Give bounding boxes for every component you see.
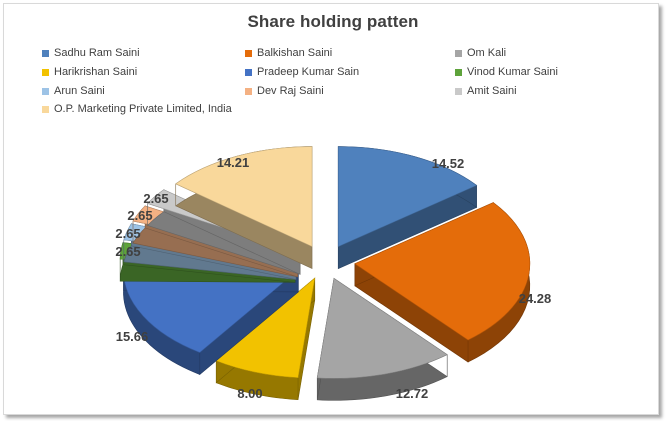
legend-label: Harikrishan Saini: [54, 66, 138, 78]
legend-swatch: [455, 49, 462, 57]
data-label: 12.72: [396, 386, 429, 401]
data-label: 2.65: [115, 226, 140, 241]
legend-swatch: [42, 49, 49, 57]
legend-swatch: [455, 87, 462, 95]
pie-slice: [316, 277, 448, 401]
data-label: 2.65: [127, 208, 152, 223]
data-label: 8.00: [237, 386, 262, 401]
legend-label: Dev Raj Saini: [257, 85, 324, 97]
pie-slice-top: [337, 146, 478, 248]
pie-slice: [123, 268, 300, 376]
data-label: 2.65: [143, 191, 168, 206]
legend-item: Arun Saini: [42, 84, 105, 98]
pie-slice: [337, 146, 478, 270]
data-label: 14.52: [432, 156, 465, 171]
legend-item: Amit Saini: [455, 84, 517, 98]
legend-swatch: [245, 68, 252, 76]
legend-label: Balkishan Saini: [257, 47, 333, 59]
chart-title: Share holding patten: [247, 12, 419, 31]
legend-item: Harikrishan Saini: [42, 65, 137, 79]
pie-slice-top: [354, 202, 531, 341]
legend-item: Balkishan Saini: [245, 46, 332, 60]
legend-swatch: [42, 105, 49, 113]
legend-item: Pradeep Kumar Sain: [245, 65, 359, 79]
legend-item: Om Kali: [455, 46, 506, 60]
pie-slice: [175, 146, 313, 270]
legend-label: Arun Saini: [54, 85, 105, 97]
legend-swatch: [42, 68, 49, 76]
data-label: 2.65: [115, 244, 140, 259]
legend-swatch: [455, 68, 462, 76]
legend-item: Dev Raj Saini: [245, 84, 324, 98]
pie-slice: [215, 277, 316, 400]
data-label: 14.21: [217, 155, 250, 170]
legend-swatch: [245, 49, 252, 57]
pie-slice: [354, 201, 531, 363]
legend-label: Vinod Kumar Saini: [467, 66, 558, 78]
data-label: 24.28: [519, 291, 552, 306]
pie-slice-top: [175, 146, 313, 248]
legend-label: Sadhu Ram Saini: [54, 47, 140, 59]
pie-slice-top: [316, 277, 448, 379]
legend-label: O.P. Marketing Private Limited, India: [54, 103, 232, 115]
legend-swatch: [42, 87, 49, 95]
data-label: 15.66: [116, 329, 149, 344]
legend-label: Om Kali: [467, 47, 507, 59]
legend-label: Amit Saini: [467, 85, 517, 97]
legend-swatch: [245, 87, 252, 95]
legend-item: Vinod Kumar Saini: [455, 65, 558, 79]
legend: Sadhu Ram Saini Balkishan Saini Om Kali Har…: [0, 0, 666, 130]
legend-item: Sadhu Ram Saini: [42, 46, 140, 60]
legend-label: Pradeep Kumar Sain: [257, 66, 360, 78]
legend-item: O.P. Marketing Private Limited, India: [42, 102, 232, 116]
